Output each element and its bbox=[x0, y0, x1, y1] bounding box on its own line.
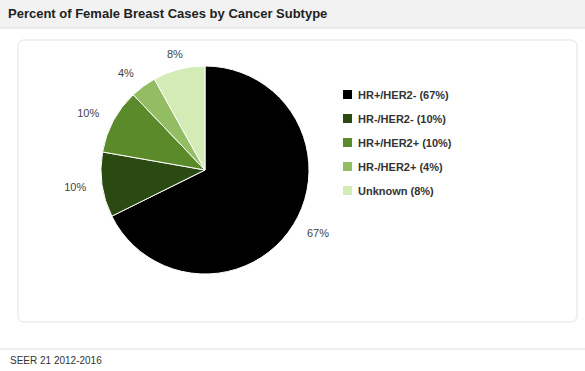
legend-swatch bbox=[343, 162, 352, 171]
legend-item: HR+/HER2- (67%) bbox=[343, 89, 449, 101]
title: Percent of Female Breast Cases by Cancer… bbox=[8, 6, 327, 21]
legend-item: HR-/HER2- (10%) bbox=[343, 113, 446, 125]
data-labels: 67% 10% 10% 4% 8% bbox=[64, 48, 329, 239]
legend-swatch bbox=[343, 186, 352, 195]
legend-swatch bbox=[343, 90, 352, 99]
legend-item: Unknown (8%) bbox=[343, 185, 434, 197]
pie bbox=[101, 66, 309, 274]
legend-swatch bbox=[343, 138, 352, 147]
header-rule bbox=[0, 28, 585, 29]
legend-item: HR-/HER2+ (4%) bbox=[343, 161, 443, 173]
pie-slice bbox=[154, 66, 205, 170]
header-bar bbox=[0, 0, 585, 28]
legend-item: HR+/HER2+ (10%) bbox=[343, 137, 452, 149]
data-label: 10% bbox=[64, 181, 86, 193]
annotation: SEER 21 2012-2016 bbox=[10, 355, 102, 366]
legend-label: HR-/HER2- (10%) bbox=[358, 113, 446, 125]
chart: Percent of Female Breast Cases by Cancer… bbox=[0, 0, 585, 371]
panel bbox=[18, 40, 577, 322]
legend-label: HR+/HER2- (67%) bbox=[358, 89, 449, 101]
legend: HR+/HER2- (67%) HR-/HER2- (10%) HR+/HER2+ … bbox=[343, 89, 452, 197]
data-label: 67% bbox=[307, 227, 329, 239]
data-label: 8% bbox=[167, 48, 183, 60]
legend-swatch bbox=[343, 114, 352, 123]
data-label: 10% bbox=[77, 107, 99, 119]
legend-label: HR-/HER2+ (4%) bbox=[358, 161, 443, 173]
legend-label: Unknown (8%) bbox=[358, 185, 434, 197]
footer-rule bbox=[0, 349, 585, 350]
legend-label: HR+/HER2+ (10%) bbox=[358, 137, 452, 149]
data-label: 4% bbox=[118, 67, 134, 79]
